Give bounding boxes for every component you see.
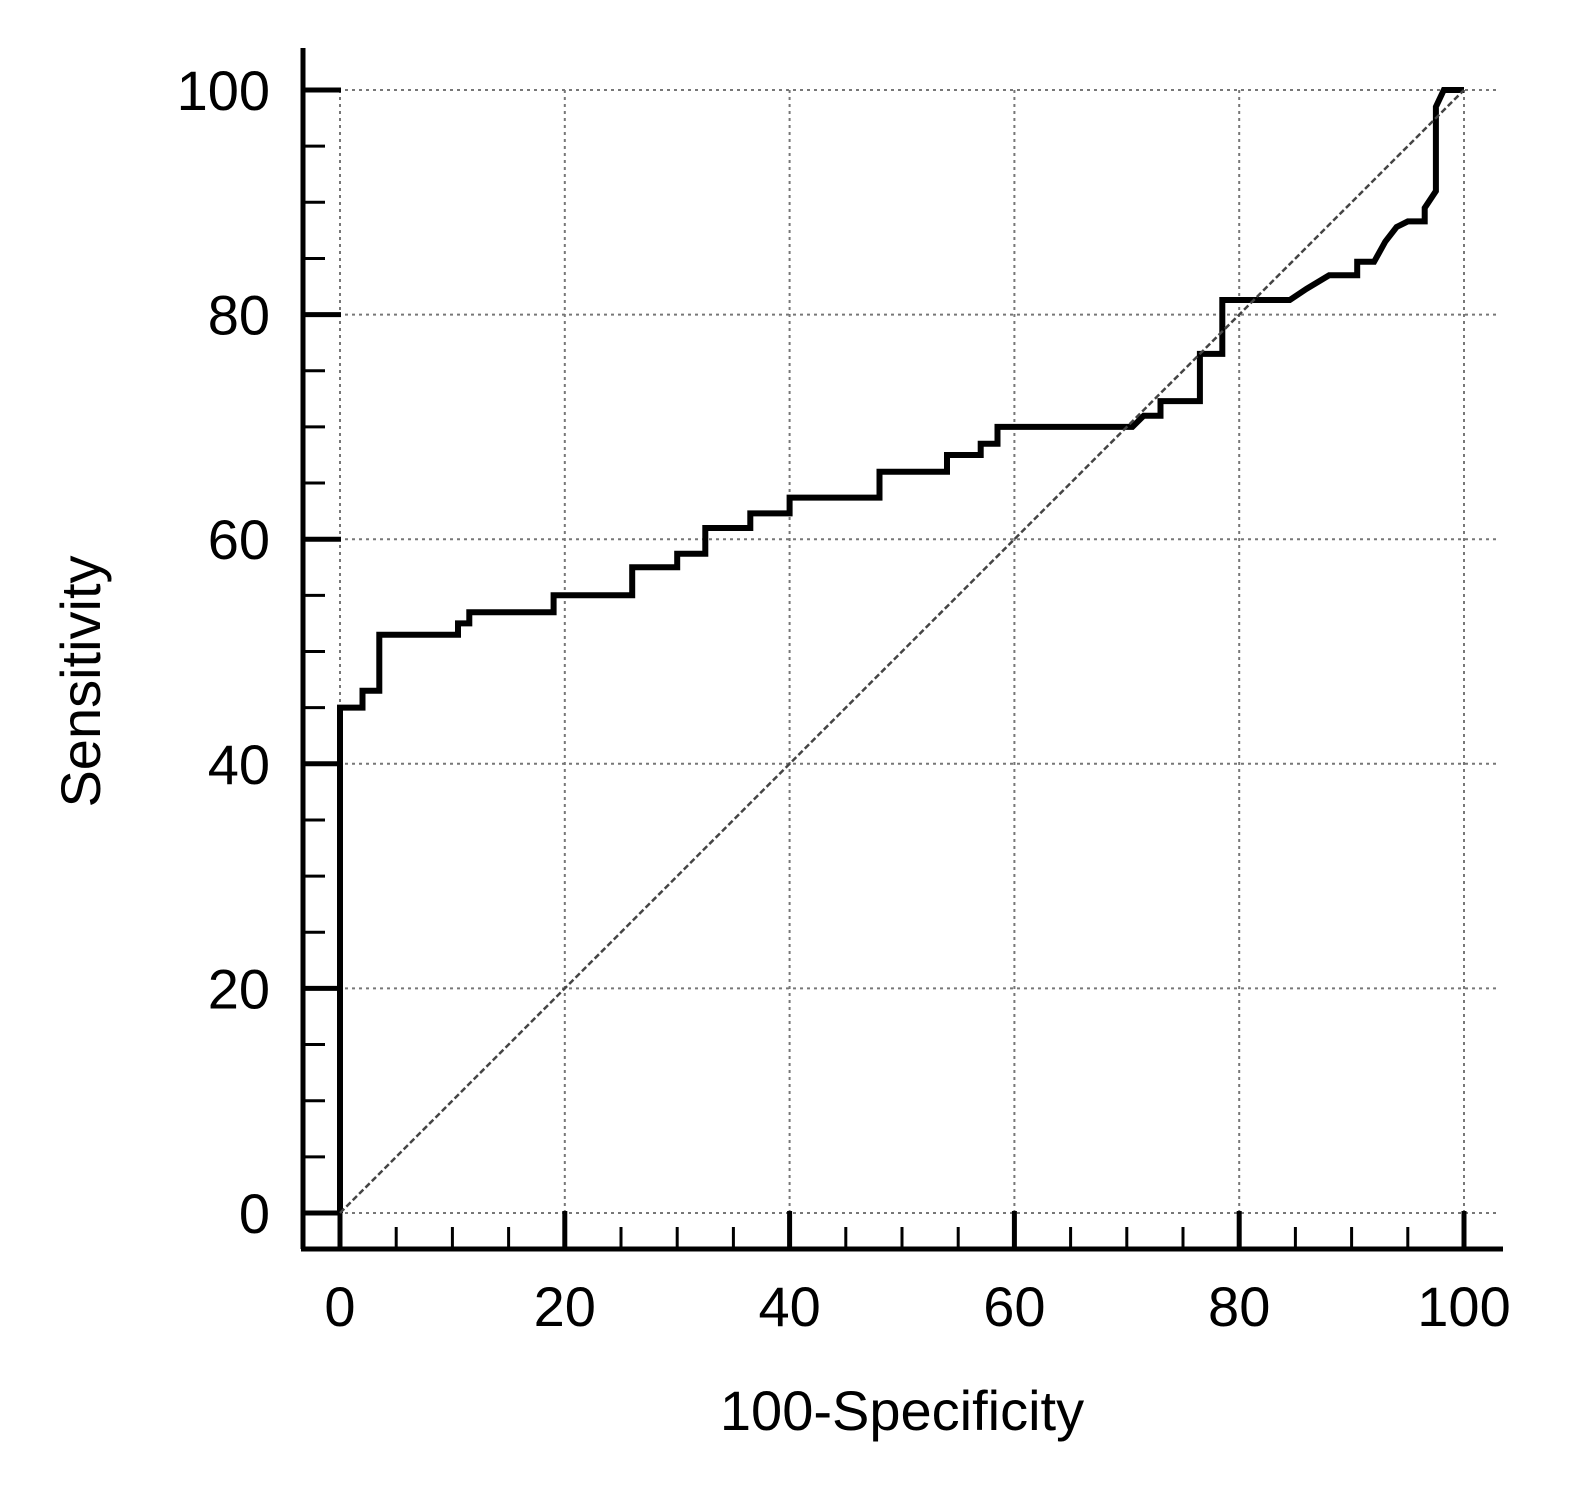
- grid-lines: [303, 89, 1499, 1249]
- y-tick-label-20: 20: [208, 957, 270, 1020]
- y-tick-label-60: 60: [208, 508, 270, 571]
- x-tick-label-60: 60: [983, 1275, 1045, 1338]
- tick-labels: 0 20 40 60 80 100 0 20 40 60 80 100: [177, 59, 1511, 1338]
- x-tick-label-100: 100: [1417, 1275, 1510, 1338]
- reference-diagonal-line: [339, 89, 1465, 1214]
- y-tick-label-40: 40: [208, 733, 270, 796]
- y-tick-label-0: 0: [239, 1182, 270, 1245]
- x-tick-label-80: 80: [1208, 1275, 1270, 1338]
- y-tick-label-80: 80: [208, 284, 270, 347]
- x-axis-title: 100-Specificity: [720, 1379, 1084, 1442]
- y-axis-title: Sensitivity: [49, 555, 112, 807]
- series-lines: [337, 87, 1465, 1214]
- x-tick-label-20: 20: [534, 1275, 596, 1338]
- x-tick-label-0: 0: [324, 1275, 355, 1338]
- axis-ticks: [303, 87, 1467, 1249]
- y-tick-label-100: 100: [177, 59, 270, 122]
- x-tick-label-40: 40: [758, 1275, 820, 1338]
- roc-curve-line: [337, 87, 1464, 1213]
